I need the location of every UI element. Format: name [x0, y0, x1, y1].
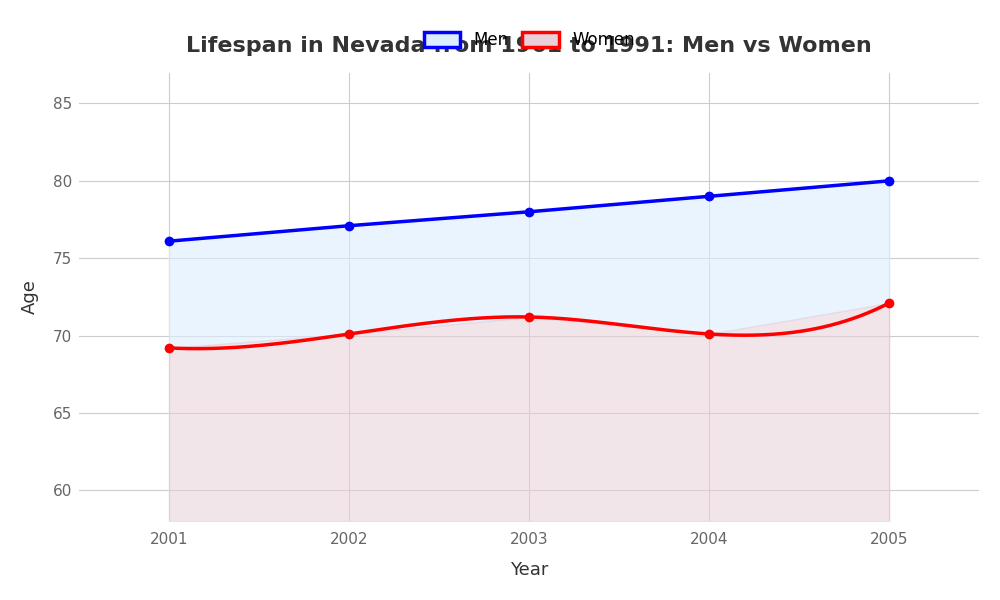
Y-axis label: Age: Age [21, 280, 39, 314]
Title: Lifespan in Nevada from 1961 to 1991: Men vs Women: Lifespan in Nevada from 1961 to 1991: Me… [186, 36, 872, 56]
X-axis label: Year: Year [510, 561, 548, 579]
Legend: Men, Women: Men, Women [415, 23, 643, 57]
